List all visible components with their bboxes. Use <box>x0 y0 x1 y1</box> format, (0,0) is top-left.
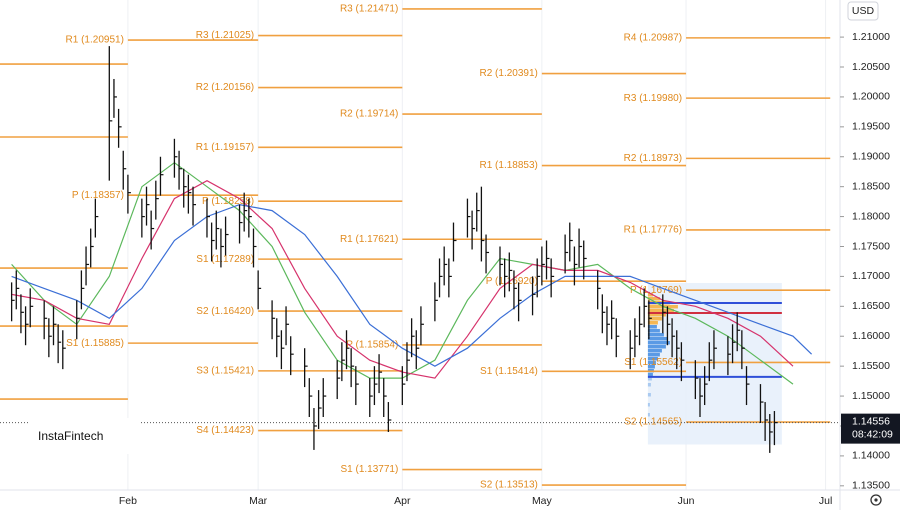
countdown: 08:42:09 <box>852 428 893 440</box>
x-tick-label: May <box>532 495 553 507</box>
pivot-label: P (1.15854) <box>346 340 398 351</box>
pivot-label: P (1.18258) <box>202 196 254 207</box>
profile-bar <box>647 376 652 381</box>
x-tick-label: Mar <box>249 495 268 507</box>
x-tick-label: Jul <box>819 495 832 507</box>
pivot-label: S4 (1.14423) <box>196 425 254 436</box>
y-tick-label: 1.18000 <box>852 210 890 222</box>
last-price-tag <box>841 413 900 444</box>
x-tick-label: Jun <box>678 495 695 507</box>
pivot-label: R3 (1.21025) <box>196 30 254 41</box>
y-tick-label: 1.17500 <box>852 240 890 252</box>
pivot-label: R1 (1.19157) <box>196 142 254 153</box>
currency-box[interactable] <box>847 1 879 21</box>
settings-icon-dot <box>874 498 878 502</box>
profile-bar <box>647 352 660 357</box>
profile-bar <box>647 372 653 377</box>
pivot-label: S1 (1.15414) <box>480 366 538 377</box>
pivot-label: S2 (1.16420) <box>196 306 254 317</box>
brand: InstaFintech <box>38 429 103 443</box>
x-tick-label: Apr <box>394 495 411 507</box>
moving-average <box>11 203 813 367</box>
pivot-label: R2 (1.20391) <box>479 68 537 79</box>
pivot-label: R1 (1.17621) <box>340 234 398 245</box>
x-tick-label: Feb <box>119 495 137 507</box>
y-tick-label: 1.15000 <box>852 390 890 402</box>
pivot-label: R3 (1.21471) <box>340 4 398 15</box>
plot-area: R1 (1.20951) P (1.18357) S1 (1.15885) R3 (1… <box>0 0 840 491</box>
y-tick-label: 1.15500 <box>852 360 890 372</box>
brand-box <box>30 418 140 454</box>
y-tick-label: 1.16000 <box>852 330 890 342</box>
profile-bar <box>647 292 653 297</box>
pivot-label: R2 (1.19714) <box>340 109 398 120</box>
y-tick-label: 1.17000 <box>852 270 890 282</box>
profile-bar <box>647 356 658 361</box>
pivot-label: P (1.16920) <box>486 276 538 287</box>
pivot-label: P (1.18357) <box>72 190 124 201</box>
pivot-label: S3 (1.15421) <box>196 366 254 377</box>
profile-bar <box>647 360 656 365</box>
y-tick-label: 1.14000 <box>852 450 890 462</box>
profile-bar <box>647 308 674 313</box>
profile-bar <box>647 392 651 397</box>
y-tick-label: 1.18500 <box>852 180 890 192</box>
pivot-label: R2 (1.20156) <box>196 82 254 93</box>
pivot-label: S1 (1.15562) <box>624 357 682 368</box>
currency[interactable]: USD <box>852 5 875 17</box>
profile-bar <box>647 332 664 337</box>
pivot-label: S2 (1.13513) <box>480 480 538 491</box>
pivot-label: R2 (1.18973) <box>624 153 682 164</box>
profile-bar <box>647 312 666 317</box>
pivot-label: R1 (1.20951) <box>66 35 124 46</box>
pivot-label: S2 (1.14565) <box>624 417 682 428</box>
pivot-label: S1 (1.13771) <box>340 464 398 475</box>
profile-bar <box>647 336 668 341</box>
pivot-label: S1 (1.15885) <box>66 338 124 349</box>
settings-icon[interactable] <box>870 494 882 506</box>
profile-bar <box>647 340 670 345</box>
profile-bar <box>647 364 655 369</box>
last-price-label: 1.14556 <box>852 415 890 427</box>
profile-bar <box>647 344 666 349</box>
pivot-label: R1 (1.17776) <box>624 225 682 236</box>
y-tick-label: 1.19000 <box>852 151 890 163</box>
y-tick-label: 1.20500 <box>852 61 890 73</box>
y-tick-label: 1.20000 <box>852 91 890 103</box>
profile-bar <box>647 328 660 333</box>
y-tick-label: 1.19500 <box>852 121 890 133</box>
y-tick-label: 1.21000 <box>852 31 890 43</box>
pivot-label: S1 (1.17289) <box>196 254 254 265</box>
profile-bar <box>647 348 662 353</box>
y-tick-label: 1.16500 <box>852 300 890 312</box>
pivot-label: R3 (1.19980) <box>624 93 682 104</box>
profile-bar <box>647 320 658 325</box>
pivot-label: R1 (1.18853) <box>479 160 537 171</box>
profile-bar <box>647 316 662 321</box>
profile-bar <box>647 324 657 329</box>
y-tick-label: 1.13500 <box>852 480 890 492</box>
pivot-label: P (1.16769) <box>630 285 682 296</box>
profile-bar <box>647 296 660 301</box>
profile-bar <box>647 402 650 407</box>
profile-bar <box>647 382 651 387</box>
profile-bar <box>647 412 650 417</box>
pivot-label: R4 (1.20987) <box>624 33 682 44</box>
